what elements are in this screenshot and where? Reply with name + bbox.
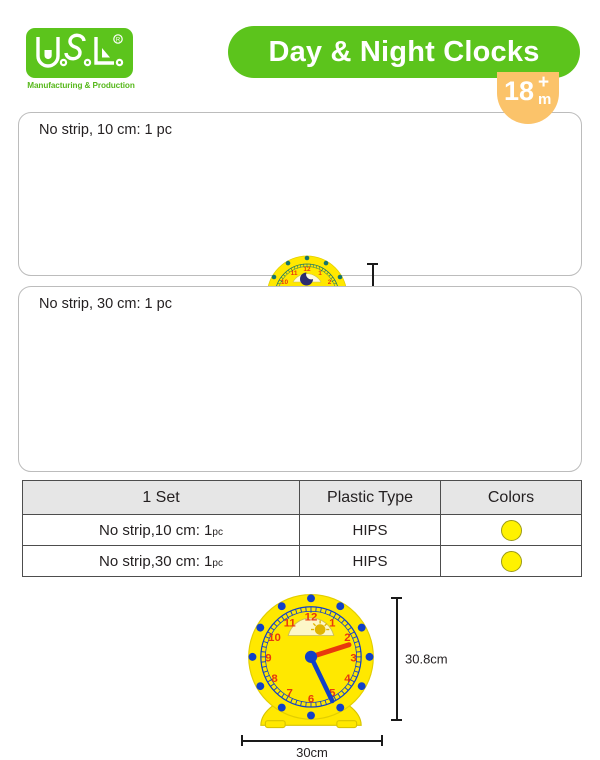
spec-cell-color xyxy=(441,515,582,546)
logo-tagline: Manufacturing & Production xyxy=(22,81,140,90)
spec-set-unit: pc xyxy=(212,527,223,538)
table-row: No strip,10 cm: 1pc HIPS xyxy=(23,515,582,546)
title-banner: Day & Night Clocks xyxy=(228,26,580,78)
spec-cell-plastic-type: HIPS xyxy=(300,546,441,577)
svg-text:3: 3 xyxy=(350,652,356,664)
product-card-large-label: No strip, 30 cm: 1 pc xyxy=(39,296,172,312)
svg-text:11: 11 xyxy=(291,270,298,277)
svg-text:2: 2 xyxy=(328,279,332,286)
age-badge-number: 18 xyxy=(504,78,534,105)
spec-cell-color xyxy=(441,546,582,577)
color-swatch-yellow xyxy=(501,520,522,541)
table-row: No strip,30 cm: 1pc HIPS xyxy=(23,546,582,577)
usl-logo: R xyxy=(26,28,133,78)
product-card-small-label: No strip, 10 cm: 1 pc xyxy=(39,122,172,138)
svg-text:12: 12 xyxy=(305,611,318,623)
age-badge-plus: + xyxy=(538,73,549,92)
svg-text:11: 11 xyxy=(284,617,297,629)
spec-cell-plastic-type: HIPS xyxy=(300,515,441,546)
spec-header-plastic-type: Plastic Type xyxy=(300,481,441,515)
spec-set-unit: pc xyxy=(212,558,223,569)
page-header: R Manufacturing & Production Day & Night… xyxy=(0,0,600,108)
svg-text:R: R xyxy=(116,38,121,44)
spec-set-text: No strip,30 cm: 1 xyxy=(99,553,212,570)
svg-text:9: 9 xyxy=(265,652,271,664)
svg-text:8: 8 xyxy=(271,673,277,685)
product-card-large: No strip, 30 cm: 1 pc xyxy=(18,286,582,472)
spec-cell-set: No strip,30 cm: 1pc xyxy=(23,546,300,577)
svg-text:7: 7 xyxy=(287,687,293,699)
spec-table-header-row: 1 Set Plastic Type Colors xyxy=(23,481,582,515)
color-swatch-yellow xyxy=(501,551,522,572)
svg-text:1: 1 xyxy=(318,270,322,277)
svg-text:1: 1 xyxy=(329,617,336,629)
svg-text:4: 4 xyxy=(344,673,351,685)
svg-text:12: 12 xyxy=(303,266,311,273)
svg-text:2: 2 xyxy=(344,632,350,644)
spec-table: 1 Set Plastic Type Colors No strip,10 cm… xyxy=(22,480,582,577)
spec-header-set: 1 Set xyxy=(23,481,300,515)
usl-logo-mark: R xyxy=(26,28,133,78)
age-badge-unit: m xyxy=(538,92,551,107)
spec-set-text: No strip,10 cm: 1 xyxy=(99,522,212,539)
spec-header-colors: Colors xyxy=(441,481,582,515)
dimension-height-large-label: 30.8cm xyxy=(405,652,448,667)
svg-text:6: 6 xyxy=(308,693,314,705)
svg-text:10: 10 xyxy=(268,632,281,644)
dimension-width-large-label: 30cm xyxy=(296,745,328,760)
page-title: Day & Night Clocks xyxy=(268,36,539,69)
spec-cell-set: No strip,10 cm: 1pc xyxy=(23,515,300,546)
svg-text:10: 10 xyxy=(281,279,289,286)
